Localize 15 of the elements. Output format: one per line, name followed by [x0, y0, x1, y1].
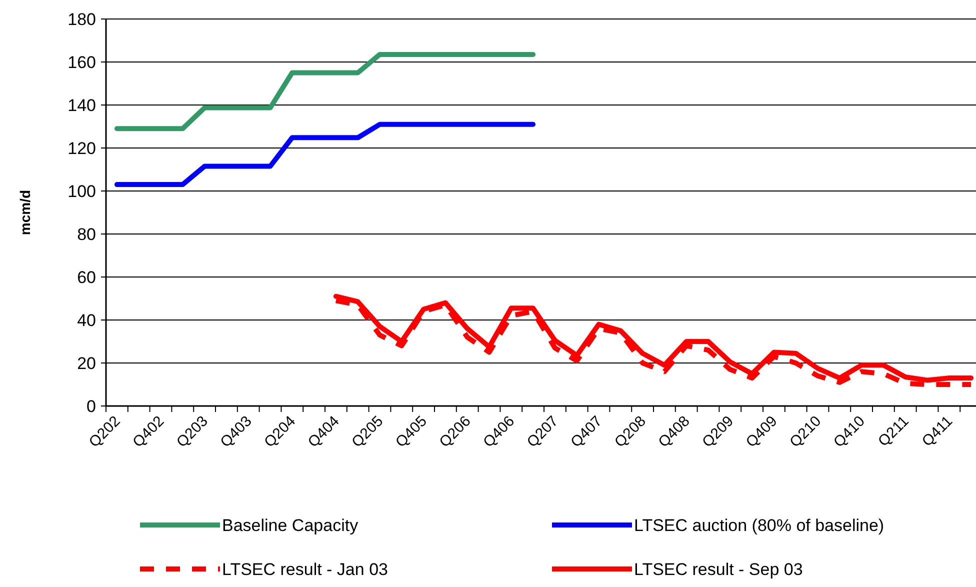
y-tick-label: 0	[86, 396, 96, 416]
y-tick-label: 120	[68, 138, 96, 158]
y-tick-label: 20	[77, 354, 96, 373]
legend-label: LTSEC result - Jan 03	[222, 560, 388, 579]
legend-label: Baseline Capacity	[222, 516, 359, 535]
y-tick-label: 140	[68, 96, 96, 115]
y-tick-label: 60	[77, 268, 96, 287]
y-tick-label: 100	[68, 182, 96, 201]
legend-label: LTSEC auction (80% of baseline)	[634, 516, 884, 535]
y-tick-label: 160	[68, 52, 96, 72]
y-tick-label: 40	[77, 310, 96, 330]
y-tick-label: 180	[68, 10, 96, 29]
y-tick-label: 80	[77, 224, 96, 244]
y-axis-title: mcm/d	[17, 190, 33, 236]
legend-label: LTSEC result - Sep 03	[634, 560, 803, 579]
